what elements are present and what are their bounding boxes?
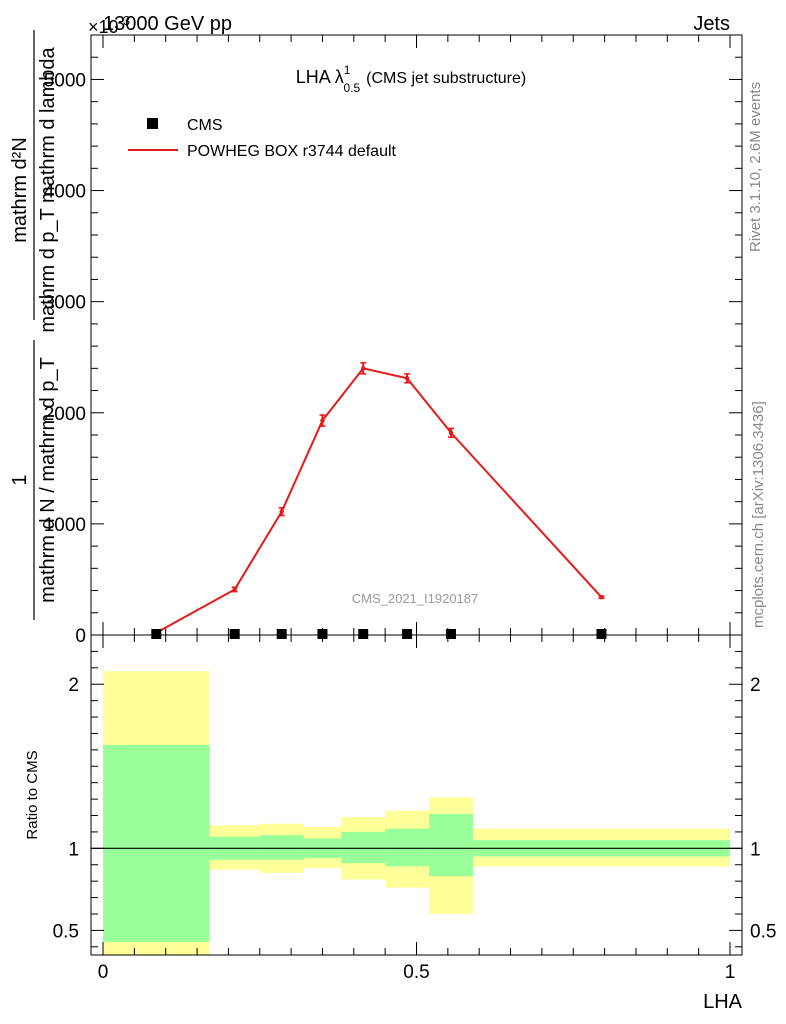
main-y-tick-label: 5000 bbox=[44, 70, 86, 91]
main-x-ticks bbox=[102, 35, 731, 635]
legend-cms-marker bbox=[147, 118, 158, 129]
mc-point bbox=[279, 509, 284, 514]
ratio-x-tick-label: 1 bbox=[725, 962, 736, 983]
mc-point bbox=[599, 595, 604, 600]
cms-point bbox=[445, 629, 456, 639]
exponent-label: ×10-3 bbox=[88, 13, 130, 37]
ratio-green-band bbox=[259, 835, 304, 860]
main-series bbox=[151, 362, 607, 639]
analysis-watermark: CMS_2021_I1920187 bbox=[352, 591, 479, 606]
ratio-bands bbox=[103, 671, 730, 955]
main-y-label: 1 mathrm d N / mathrm d p_T mathrm d²N m… bbox=[9, 30, 59, 620]
cms-point bbox=[229, 629, 240, 639]
mc-point bbox=[361, 366, 366, 371]
ratio-x-tick-label: 0 bbox=[98, 962, 109, 983]
main-plot: 0 1000 2000 3000 4000 5000 LHA λ1 0.5(CMS jet … bbox=[44, 34, 743, 647]
mc-point bbox=[404, 376, 410, 381]
ratio-green-band bbox=[103, 744, 210, 942]
ratio-y-tick-label-right: 0.5 bbox=[750, 921, 776, 942]
y-label-prefix-den: mathrm d N / mathrm d p_T bbox=[37, 357, 59, 603]
ratio-y-tick-label-right: 1 bbox=[750, 839, 761, 860]
main-y-tick-label: 1000 bbox=[44, 515, 86, 536]
header-right: Jets bbox=[693, 13, 730, 35]
ratio-plot: 0.5 0.51 12 2 0 0.5 1 bbox=[53, 634, 776, 983]
legend-mc-label: POWHEG BOX r3744 default bbox=[187, 143, 397, 160]
ratio-y-label: Ratio to CMS bbox=[24, 750, 41, 839]
main-y-tick-label: 3000 bbox=[44, 293, 86, 314]
plot-title: LHA λ1 0.5(CMS jet substructure) bbox=[296, 63, 526, 95]
legend-cms-label: CMS bbox=[187, 117, 223, 134]
cms-point bbox=[402, 629, 413, 639]
header-left: 13000 GeV pp bbox=[103, 13, 232, 35]
rivet-label: Rivet 3.1.10, 2.6M events bbox=[747, 82, 764, 252]
ratio-y-tick-label: 2 bbox=[68, 675, 79, 696]
main-y-tick-label: 2000 bbox=[44, 404, 86, 425]
ratio-y-axis: 0.5 0.5 1 1 2 2 bbox=[53, 650, 776, 948]
x-axis-label: LHA bbox=[703, 991, 743, 1013]
y-label-denominator: mathrm d p_T mathrm d lambda bbox=[37, 46, 59, 332]
cms-point bbox=[151, 629, 162, 639]
ratio-y-tick-label: 0.5 bbox=[53, 921, 79, 942]
cms-point bbox=[596, 629, 607, 639]
cms-point bbox=[317, 629, 328, 639]
ratio-green-band bbox=[341, 831, 386, 864]
ratio-green-band bbox=[385, 828, 430, 867]
ratio-y-tick-label: 1 bbox=[68, 839, 79, 860]
mc-point bbox=[448, 430, 454, 435]
cms-point bbox=[276, 629, 287, 639]
ratio-x-axis: 0 0.5 1 bbox=[98, 635, 736, 983]
y-label-prefix-num: 1 bbox=[9, 474, 31, 485]
main-y-axis: 0 1000 2000 3000 4000 5000 bbox=[44, 56, 742, 647]
main-y-tick-label: 0 bbox=[75, 626, 86, 647]
mc-line bbox=[155, 367, 603, 634]
ratio-x-tick-label: 0.5 bbox=[403, 962, 429, 983]
mc-point bbox=[232, 587, 237, 592]
ratio-green-band bbox=[429, 813, 473, 877]
mcplots-label: mcplots.cern.ch [arXiv:1306.3436] bbox=[750, 401, 767, 628]
mc-point bbox=[320, 418, 325, 423]
main-y-tick-label: 4000 bbox=[44, 182, 86, 203]
y-label-numerator: mathrm d²N bbox=[9, 137, 31, 243]
cms-point bbox=[358, 629, 369, 639]
ratio-y-tick-label-right: 2 bbox=[750, 675, 761, 696]
